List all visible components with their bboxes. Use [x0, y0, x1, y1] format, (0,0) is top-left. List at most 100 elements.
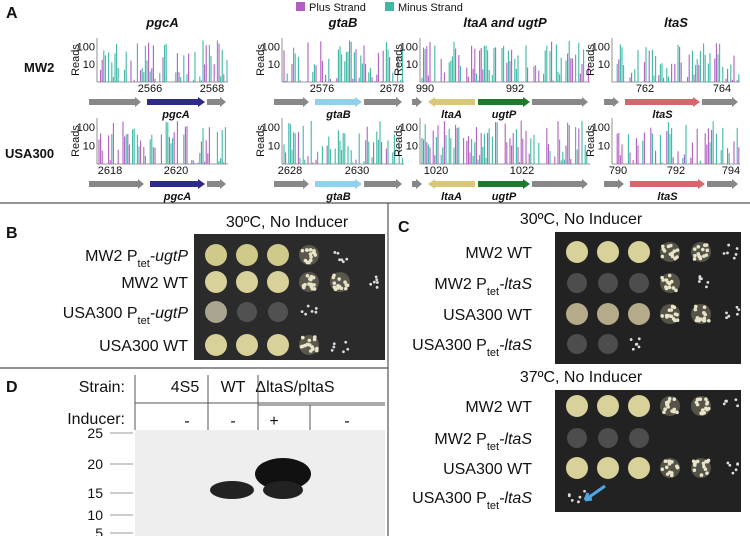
y-tick-label: 10 [83, 140, 95, 152]
colony [701, 461, 706, 466]
colony [570, 498, 574, 502]
colony [735, 312, 739, 316]
x-tick-label: 790 [609, 165, 627, 177]
y-axis-label: Reads [393, 125, 405, 157]
colony [305, 273, 310, 278]
colony [345, 283, 350, 288]
colony [333, 287, 338, 292]
colony [313, 253, 318, 257]
gene-arrow [412, 179, 422, 189]
strain-label: MW2 WT [465, 245, 532, 262]
colony [567, 494, 571, 498]
label-part: -ugtP [150, 305, 189, 322]
colony [736, 462, 739, 466]
colony [336, 251, 340, 255]
x-tick-label: 990 [416, 83, 434, 95]
colony [307, 282, 311, 286]
legend-swatch [296, 2, 305, 11]
y-tick-label: 100 [77, 122, 95, 134]
colony [637, 337, 641, 341]
label-part: MW2 WT [121, 275, 188, 292]
gene-arrow [412, 97, 422, 107]
y-tick-label: 100 [400, 122, 418, 134]
colony [308, 248, 313, 252]
gene-arrow [315, 179, 362, 189]
strain-name: WT [221, 379, 246, 396]
label-part: tet [138, 315, 150, 327]
gene-label: ugtP [492, 109, 517, 121]
colony-spot [597, 395, 619, 417]
colony [673, 256, 678, 261]
colony [705, 248, 710, 253]
colony [343, 280, 347, 284]
label-part: USA300 P [412, 490, 487, 507]
colony [725, 316, 728, 320]
colony [692, 468, 697, 473]
colony [727, 243, 731, 247]
y-tick-label: 10 [268, 140, 280, 152]
colony [674, 288, 678, 293]
colony [663, 407, 667, 411]
label-part: USA300 P [63, 305, 138, 322]
colony [698, 397, 703, 402]
row-label: MW2 [24, 60, 54, 75]
colony [341, 260, 345, 264]
coverage-plot: Reads [70, 38, 228, 107]
label-part: tet [487, 347, 499, 359]
gene-arrow [478, 179, 530, 189]
colony [662, 249, 667, 253]
colony-spot [566, 395, 588, 417]
inducer-value: - [344, 413, 349, 430]
x-tick-label: 2678 [380, 83, 404, 95]
gene-label: ltaA [441, 191, 462, 203]
y-axis-label: Reads [585, 44, 597, 76]
colony [312, 283, 316, 287]
colony [700, 408, 705, 412]
strain-label: USA300 WT [443, 461, 532, 478]
colony [699, 411, 703, 415]
colony-spot [268, 302, 288, 322]
colony [301, 285, 306, 290]
colony [661, 244, 665, 249]
row-header: Strain: [79, 379, 125, 396]
colony-spot [597, 241, 619, 263]
colony [702, 410, 707, 415]
x-tick-label: 2630 [345, 165, 369, 177]
colony [660, 467, 665, 472]
gene-arrow [532, 179, 588, 189]
gene-arrow [147, 97, 205, 107]
colony [667, 397, 672, 401]
colony [577, 500, 580, 504]
gene-arrow [315, 97, 362, 107]
colony-spot [267, 334, 289, 356]
strain-label: USA300 WT [443, 307, 532, 324]
colony [376, 281, 379, 284]
gene-label: gtaB [325, 109, 351, 121]
colony [704, 397, 708, 402]
colony [695, 459, 700, 464]
colony [693, 307, 698, 312]
row-header: Inducer: [67, 411, 125, 428]
strain-label: MW2 Ptet-ltaS [434, 431, 532, 453]
colony [697, 254, 701, 259]
colony-spot [566, 241, 588, 263]
gene-arrow [364, 179, 402, 189]
panel-label: D [6, 379, 18, 396]
colony [705, 471, 709, 475]
colony [345, 257, 349, 261]
colony-spot [567, 273, 587, 293]
ladder-label: 15 [87, 485, 103, 501]
label-part: USA300 P [412, 337, 487, 354]
colony-spot [628, 395, 650, 417]
colony-spot [629, 273, 649, 293]
colony-spot [628, 241, 650, 263]
colony [706, 280, 710, 284]
plate-title: 37ºC, No Inducer [520, 369, 643, 386]
x-tick-label: 794 [722, 165, 740, 177]
colony [578, 495, 582, 499]
colony [698, 275, 702, 278]
colony [707, 318, 711, 323]
colony [299, 344, 304, 349]
label-part: MW2 P [434, 276, 486, 293]
colony [309, 255, 313, 259]
